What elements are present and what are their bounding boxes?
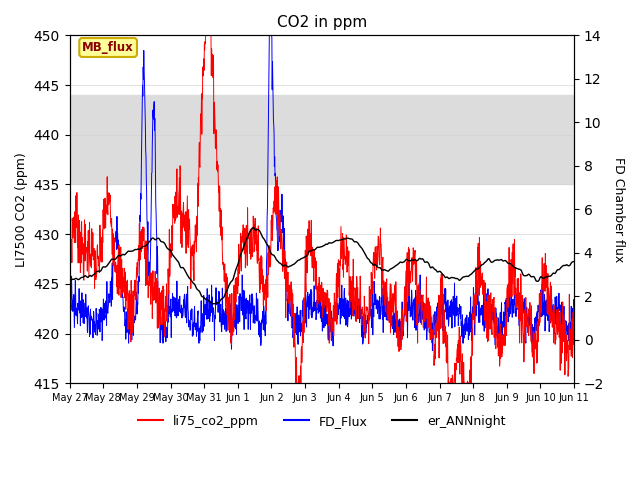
Bar bbox=[70, 95, 574, 184]
Y-axis label: LI7500 CO2 (ppm): LI7500 CO2 (ppm) bbox=[15, 152, 28, 267]
Text: MB_flux: MB_flux bbox=[83, 41, 134, 54]
Title: CO2 in ppm: CO2 in ppm bbox=[276, 15, 367, 30]
Legend: li75_co2_ppm, FD_Flux, er_ANNnight: li75_co2_ppm, FD_Flux, er_ANNnight bbox=[132, 410, 511, 433]
Y-axis label: FD Chamber flux: FD Chamber flux bbox=[612, 156, 625, 262]
